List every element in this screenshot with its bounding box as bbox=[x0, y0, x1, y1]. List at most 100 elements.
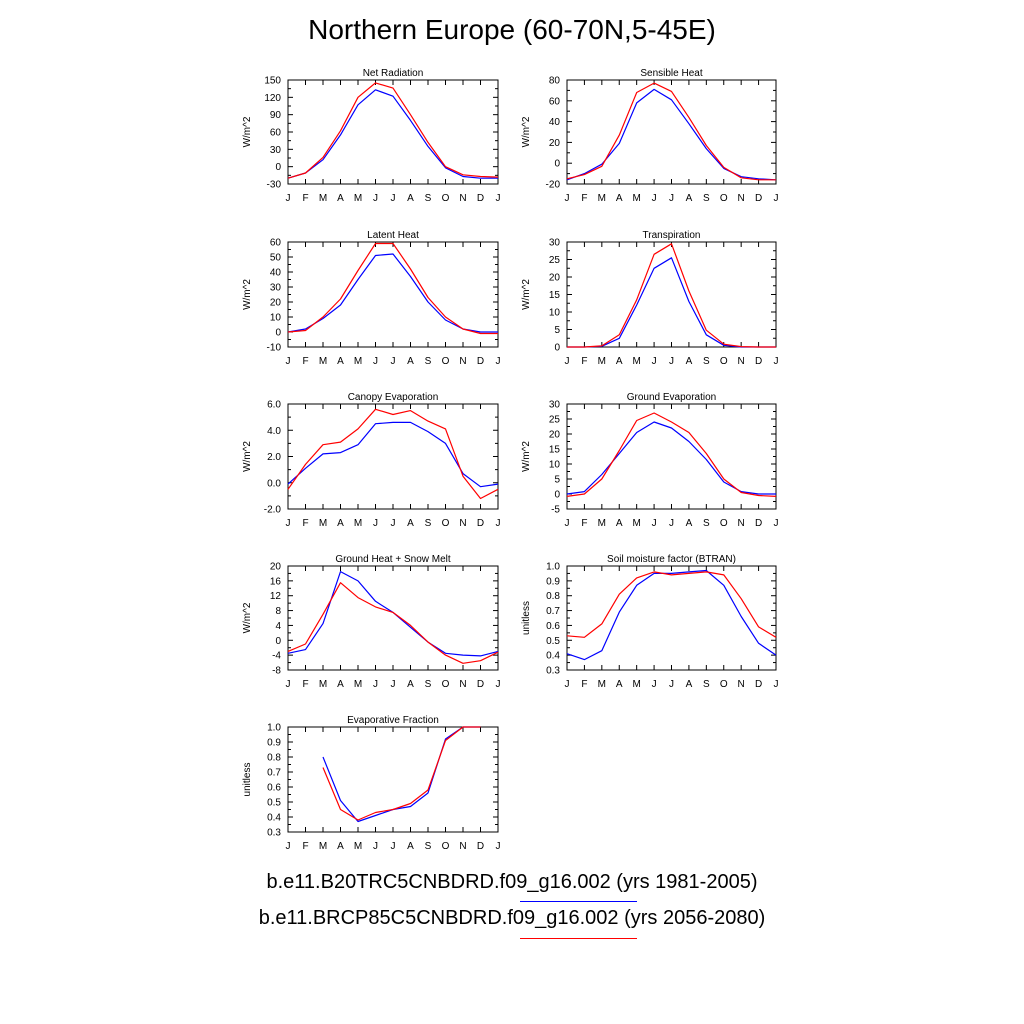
y-tick-label: 0 bbox=[275, 636, 281, 647]
y-tick-label: -5 bbox=[551, 505, 560, 516]
y-tick-label: 0.7 bbox=[267, 768, 281, 779]
x-tick-label: S bbox=[425, 356, 432, 367]
y-tick-label: 50 bbox=[270, 253, 282, 264]
y-tick-label: 0.4 bbox=[546, 651, 560, 662]
x-tick-label: O bbox=[442, 841, 450, 852]
x-tick-label: J bbox=[286, 356, 291, 367]
x-tick-label: M bbox=[319, 841, 327, 852]
y-tick-label: 0.6 bbox=[546, 621, 560, 632]
y-tick-label: 15 bbox=[549, 290, 561, 301]
x-tick-label: A bbox=[407, 356, 414, 367]
series-line-historical bbox=[566, 569, 777, 661]
x-tick-label: M bbox=[319, 356, 327, 367]
y-tick-label: 30 bbox=[270, 283, 282, 294]
x-tick-label: N bbox=[459, 356, 466, 367]
series-line-future bbox=[567, 243, 776, 348]
series-line-future bbox=[322, 726, 481, 821]
y-tick-label: 20 bbox=[549, 430, 561, 441]
y-tick-label: 10 bbox=[549, 308, 561, 319]
y-tick-label: -30 bbox=[267, 180, 282, 191]
y-tick-label: 0.7 bbox=[546, 606, 560, 617]
x-tick-label: F bbox=[581, 518, 587, 529]
x-tick-label: A bbox=[686, 193, 693, 204]
x-tick-label: A bbox=[616, 356, 623, 367]
y-tick-label: 15 bbox=[549, 445, 561, 456]
y-tick-label: 4.0 bbox=[267, 426, 281, 437]
chart-panel-5: Canopy Evaporation W/m^2 -2.0 0.0 2.0 4.0 6.0 J… bbox=[242, 392, 501, 529]
y-axis-label: unitless bbox=[242, 763, 253, 797]
x-tick-label: A bbox=[407, 193, 414, 204]
x-tick-label: M bbox=[632, 518, 640, 529]
y-tick-label: 0.0 bbox=[267, 478, 281, 489]
x-tick-label: S bbox=[703, 193, 710, 204]
x-tick-label: J bbox=[652, 193, 657, 204]
x-tick-label: O bbox=[442, 518, 450, 529]
y-tick-label: 0 bbox=[554, 343, 560, 354]
x-tick-label: M bbox=[598, 356, 606, 367]
x-tick-label: F bbox=[302, 518, 308, 529]
x-tick-label: J bbox=[286, 193, 291, 204]
legend-swatch-historical bbox=[520, 901, 637, 902]
y-axis-label: W/m^2 bbox=[242, 441, 253, 472]
page-title: Northern Europe (60-70N,5-45E) bbox=[308, 14, 716, 45]
y-tick-label: 16 bbox=[270, 576, 282, 587]
x-tick-label: D bbox=[755, 193, 762, 204]
y-tick-label: 80 bbox=[549, 76, 561, 87]
panel-title: Net Radiation bbox=[363, 68, 424, 79]
x-tick-label: M bbox=[319, 679, 327, 690]
y-tick-label: 5 bbox=[554, 325, 560, 336]
series-line-historical bbox=[567, 257, 776, 348]
series-line-future bbox=[566, 571, 777, 638]
x-tick-label: F bbox=[302, 193, 308, 204]
x-tick-label: O bbox=[442, 193, 450, 204]
x-tick-label: S bbox=[703, 356, 710, 367]
panel-title: Transpiration bbox=[643, 230, 701, 241]
x-tick-label: A bbox=[616, 679, 623, 690]
x-tick-label: O bbox=[720, 193, 728, 204]
series-line-future bbox=[287, 408, 499, 500]
x-tick-label: A bbox=[337, 679, 344, 690]
panel-title: Sensible Heat bbox=[640, 68, 702, 79]
y-tick-label: 20 bbox=[270, 298, 282, 309]
x-tick-label: S bbox=[425, 518, 432, 529]
x-tick-label: J bbox=[391, 841, 396, 852]
x-tick-label: J bbox=[669, 679, 674, 690]
chart-panel-9: Evaporative Fraction unitless 0.3 0.4 0.5 0.6… bbox=[242, 715, 501, 852]
x-tick-label: D bbox=[755, 518, 762, 529]
x-tick-label: J bbox=[774, 518, 779, 529]
x-tick-label: A bbox=[337, 518, 344, 529]
x-tick-label: M bbox=[598, 679, 606, 690]
y-axis-label: unitless bbox=[521, 601, 532, 635]
y-tick-label: 30 bbox=[270, 145, 282, 156]
x-tick-label: O bbox=[720, 518, 728, 529]
x-tick-label: J bbox=[774, 679, 779, 690]
x-tick-label: J bbox=[565, 356, 570, 367]
y-tick-label: 25 bbox=[549, 415, 561, 426]
x-tick-label: J bbox=[669, 518, 674, 529]
x-tick-label: M bbox=[354, 841, 362, 852]
y-tick-label: 12 bbox=[270, 591, 282, 602]
x-tick-label: J bbox=[652, 356, 657, 367]
legend-label-historical: b.e11.B20TRC5CNBDRD.f09_g16.002 (yrs 198… bbox=[266, 871, 758, 893]
x-tick-label: S bbox=[425, 679, 432, 690]
y-tick-label: 25 bbox=[549, 255, 561, 266]
x-tick-label: N bbox=[459, 193, 466, 204]
x-tick-label: D bbox=[477, 679, 484, 690]
x-tick-label: M bbox=[319, 518, 327, 529]
series-line-historical bbox=[287, 421, 499, 488]
x-tick-label: M bbox=[354, 679, 362, 690]
x-tick-label: J bbox=[373, 193, 378, 204]
x-tick-label: S bbox=[425, 193, 432, 204]
x-tick-label: D bbox=[477, 193, 484, 204]
y-tick-label: 150 bbox=[264, 76, 281, 87]
y-tick-label: -2.0 bbox=[264, 505, 282, 516]
panel-title: Evaporative Fraction bbox=[347, 715, 439, 726]
x-tick-label: J bbox=[286, 679, 291, 690]
x-tick-label: J bbox=[286, 518, 291, 529]
y-tick-label: 0 bbox=[275, 328, 281, 339]
x-tick-label: D bbox=[477, 518, 484, 529]
